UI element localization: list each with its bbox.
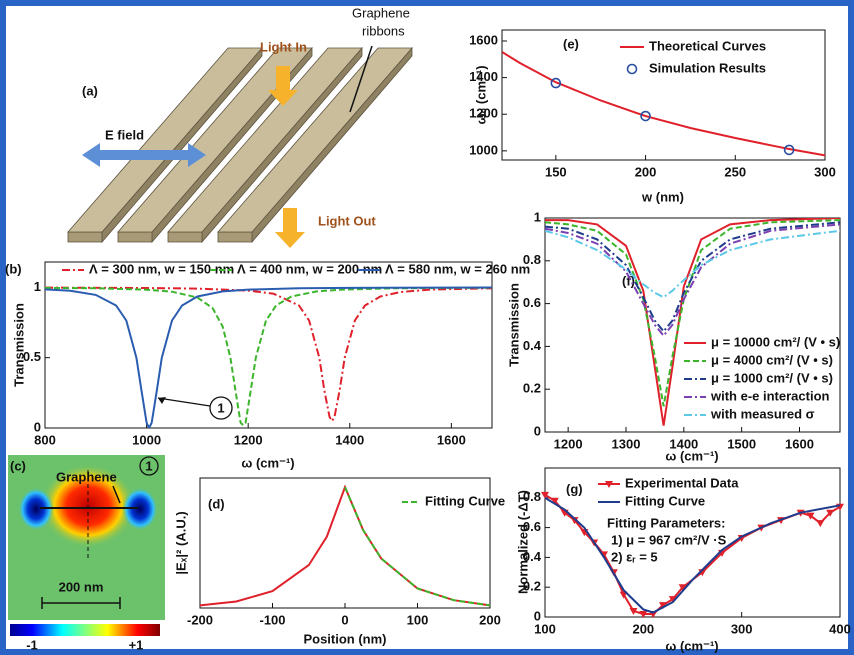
y-tick-label: 0 [534, 608, 541, 623]
light-out-label: Light Out [318, 213, 376, 228]
graphene-label: Graphene [56, 469, 117, 484]
note: Fitting Parameters: [607, 515, 725, 530]
legend-label: Experimental Data [625, 475, 739, 490]
x-tick-label: 100 [534, 621, 556, 636]
x-tick-label: 1300 [612, 436, 641, 451]
annotation: 1 [217, 400, 224, 415]
x-tick-label: 200 [632, 621, 654, 636]
legend-label: Λ = 400 nm, w = 200 nm [237, 261, 382, 276]
x-tick-label: 100 [407, 612, 429, 627]
x-tick-label: -100 [259, 612, 285, 627]
y-axis-label: |Eₓ|² (A.U.) [173, 511, 188, 574]
panel-label: (e) [563, 36, 579, 51]
x-axis-label: ω (cm⁻¹) [665, 448, 718, 463]
x-axis-label: ω (cm⁻¹) [241, 455, 294, 470]
x-tick-label: 1600 [437, 432, 466, 447]
x-tick-label: 1000 [132, 432, 161, 447]
y-tick-label: 0 [534, 423, 541, 438]
x-tick-label: 250 [724, 164, 746, 179]
x-tick-label: 300 [731, 621, 753, 636]
y-axis-label: ω₀ (cm⁻¹) [473, 65, 488, 124]
ribbon-front [118, 232, 152, 242]
y-tick-label: 0 [34, 419, 41, 434]
y-tick-label: 0.6 [523, 295, 541, 310]
x-tick-label: 200 [479, 612, 501, 627]
y-axis-label: Transmission [11, 303, 26, 387]
legend-label: Fitting Curve [625, 493, 705, 508]
ribbons-label: ribbons [362, 23, 405, 38]
ribbon-front [68, 232, 102, 242]
colorbar [10, 624, 160, 636]
panel-label: (a) [82, 83, 98, 98]
x-axis-label: ω (cm⁻¹) [665, 638, 718, 653]
x-tick-label: 800 [34, 432, 56, 447]
x-tick-label: 1600 [785, 436, 814, 451]
legend-label: Λ = 580 nm, w = 260 nm [385, 261, 530, 276]
y-tick-label: 0.2 [523, 381, 541, 396]
panel-label: (d) [208, 496, 225, 511]
x-tick-label: 400 [829, 621, 851, 636]
ribbon-front [218, 232, 252, 242]
colorbar-label: +1 [129, 637, 144, 652]
light-in-label: Light In [260, 39, 307, 54]
figure: (a) Light In Graphene ribbons E field Li… [0, 0, 854, 655]
note: 1) μ = 967 cm²/V ·S [611, 532, 727, 547]
legend-label: μ = 1000 cm²/ (V • s) [711, 370, 833, 385]
y-tick-label: 1600 [469, 32, 498, 47]
legend-label: with measured σ [710, 406, 815, 421]
mode-label: 1 [145, 458, 152, 473]
x-tick-label: 0 [341, 612, 348, 627]
panel-label: (g) [566, 481, 583, 496]
y-tick-label: 1 [534, 209, 541, 224]
panel-label: (b) [5, 261, 22, 276]
y-axis-label: Transmission [506, 283, 521, 367]
legend-label: Simulation Results [649, 60, 766, 75]
e-field-label: E field [105, 127, 144, 142]
x-axis-label: Position (nm) [303, 631, 386, 646]
panel-label: (c) [10, 458, 26, 473]
x-tick-label: 150 [545, 164, 567, 179]
colorbar-label: -1 [26, 637, 38, 652]
note: 2) εᵣ = 5 [611, 549, 658, 564]
legend-label: μ = 10000 cm²/ (V • s) [711, 334, 840, 349]
x-tick-label: 1400 [335, 432, 364, 447]
x-tick-label: -200 [187, 612, 213, 627]
x-tick-label: 1500 [727, 436, 756, 451]
x-tick-label: 300 [814, 164, 836, 179]
ribbons-label: Graphene [352, 5, 410, 20]
y-axis-label: Normalized (-ΔT) [515, 490, 530, 594]
x-axis-label: w (nm) [641, 189, 684, 204]
x-tick-label: 200 [635, 164, 657, 179]
ribbon-front [168, 232, 202, 242]
y-tick-label: 1 [34, 279, 41, 294]
y-tick-label: 1000 [469, 142, 498, 157]
y-tick-label: 0.4 [523, 338, 542, 353]
legend-label: Fitting Curve [425, 493, 505, 508]
legend-label: with e-e interaction [710, 388, 830, 403]
x-tick-label: 1200 [554, 436, 583, 451]
legend-label: Theoretical Curves [649, 38, 766, 53]
scale-bar-label: 200 nm [59, 579, 104, 594]
x-tick-label: 1200 [234, 432, 263, 447]
y-tick-label: 0.8 [523, 252, 541, 267]
legend-label: μ = 4000 cm²/ (V • s) [711, 352, 833, 367]
legend-label: Λ = 300 nm, w = 150 nm [89, 261, 234, 276]
